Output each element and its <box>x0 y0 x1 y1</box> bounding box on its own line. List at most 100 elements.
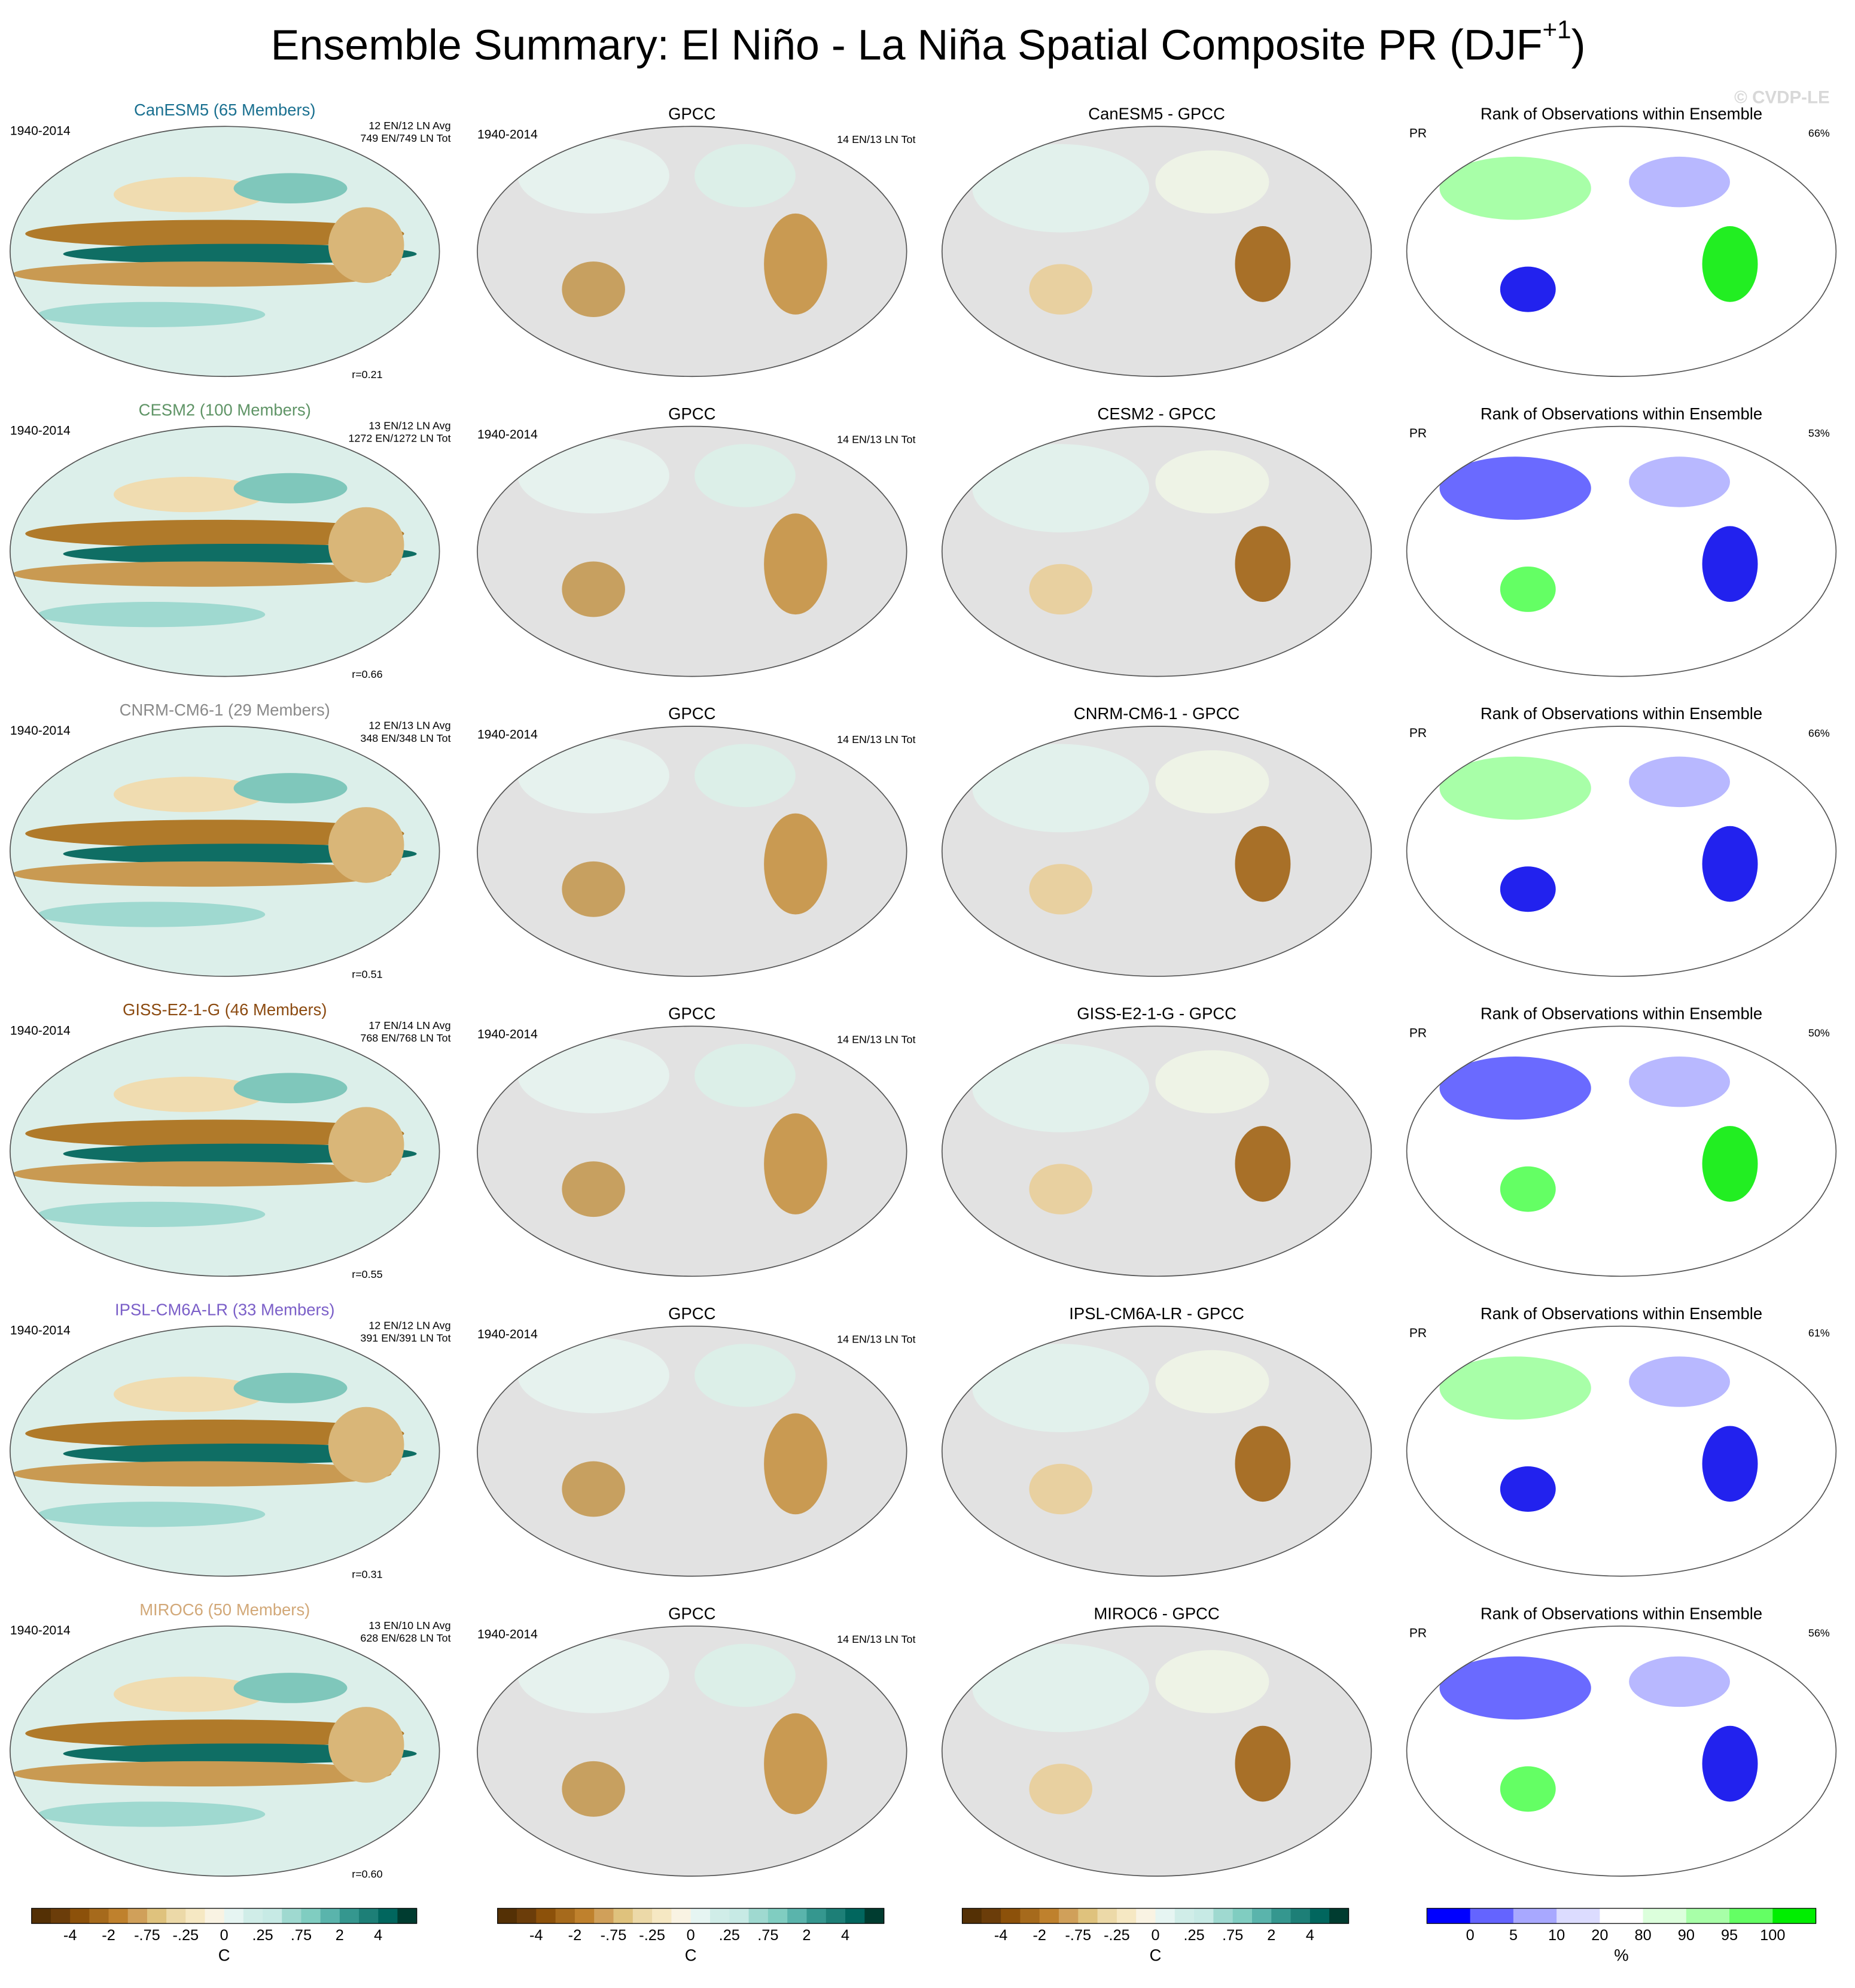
period: 1940-2014 <box>477 1328 538 1341</box>
member-counts: 17 EN/14 LN Avg <box>368 1019 450 1031</box>
map-shading <box>1702 1426 1758 1502</box>
map-shading <box>1702 226 1758 302</box>
diff-title: CESM2 - GPCC <box>1098 404 1216 423</box>
colorbar-swatch <box>555 1908 575 1924</box>
pattern-correlation: r=0.55 <box>352 1268 382 1280</box>
colorbar-label: .75 <box>1222 1927 1243 1944</box>
colorbar-swatch <box>1686 1908 1730 1924</box>
map-shading <box>328 1406 404 1483</box>
map-shading <box>972 144 1149 233</box>
colorbar-swatch <box>1155 1908 1175 1924</box>
map <box>942 1626 1372 1877</box>
colorbar-swatch <box>1059 1908 1079 1924</box>
obs-title: GPCC <box>668 704 715 723</box>
map <box>477 726 907 976</box>
period: 1940-2014 <box>10 424 71 438</box>
colorbar-swatch <box>671 1908 692 1924</box>
member-counts: 12 EN/13 LN Avg <box>368 720 450 732</box>
colorbar-swatch <box>729 1908 750 1924</box>
colorbar-label: -.25 <box>1104 1927 1130 1944</box>
map-shading <box>1702 526 1758 602</box>
colorbar-swatch <box>1729 1908 1773 1924</box>
map <box>1406 1026 1836 1277</box>
map <box>477 1626 907 1877</box>
pattern-correlation: r=0.60 <box>352 1868 382 1880</box>
obs-title: GPCC <box>668 1304 715 1323</box>
map-shading <box>764 1113 827 1214</box>
period: 1940-2014 <box>477 727 538 741</box>
map-shading <box>25 1719 404 1748</box>
rank-percent: 53% <box>1808 427 1830 439</box>
map-shading <box>113 1076 266 1112</box>
period: 1940-2014 <box>477 1028 538 1042</box>
member-counts: 768 EN/768 LN Tot <box>360 1032 450 1044</box>
colorbar-swatch <box>806 1908 827 1924</box>
map-outline <box>941 1625 1372 1877</box>
colorbar-frame <box>961 1908 1350 1924</box>
map-shading <box>1235 826 1291 902</box>
map-outline <box>477 425 907 677</box>
colorbar-swatch <box>962 1908 982 1924</box>
map-outline <box>477 1325 907 1577</box>
colorbar-swatch <box>1078 1908 1098 1924</box>
obs-counts: 14 EN/13 LN Tot <box>837 1633 915 1645</box>
map-shading <box>695 1344 796 1407</box>
map-shading <box>1500 1166 1556 1212</box>
period: 1940-2014 <box>10 1024 71 1037</box>
colorbar-label: -.75 <box>134 1927 160 1944</box>
rank-percent: 66% <box>1808 727 1830 739</box>
pattern-correlation: r=0.66 <box>352 668 382 680</box>
colorbar-swatch <box>594 1908 614 1924</box>
model-title: CanESM5 (65 Members) <box>134 101 315 119</box>
colorbar-label: .25 <box>719 1927 740 1944</box>
map-shading <box>1629 756 1731 808</box>
map-shading <box>113 176 266 212</box>
colorbar-label: -4 <box>529 1927 543 1944</box>
map-shading <box>113 477 266 513</box>
rank-percent: 61% <box>1808 1327 1830 1339</box>
rank-title: Rank of Observations within Ensemble <box>1481 1604 1762 1622</box>
colorbar-swatch <box>709 1908 730 1924</box>
map-shading <box>695 744 796 808</box>
map-shading <box>695 1043 796 1107</box>
colorbar-swatch <box>1116 1908 1137 1924</box>
map-shading <box>1155 450 1269 514</box>
colorbar-label: 0 <box>1151 1927 1159 1944</box>
map-shading <box>113 1377 266 1412</box>
colorbar-label: .25 <box>252 1927 273 1944</box>
map-shading <box>13 1161 392 1187</box>
colorbar-swatch <box>108 1908 129 1924</box>
colorbar-label: 0 <box>1466 1927 1475 1944</box>
obs-counts: 14 EN/13 LN Tot <box>837 133 915 145</box>
map-shading <box>1235 1725 1291 1802</box>
colorbar-label: -.75 <box>601 1927 627 1944</box>
map-shading <box>562 261 625 318</box>
colorbar-swatch <box>89 1908 109 1924</box>
map-shading <box>113 1676 266 1712</box>
map-shading <box>13 261 392 287</box>
map-shading <box>38 1801 266 1827</box>
map-shading <box>1155 1650 1269 1713</box>
colorbar-label: .75 <box>757 1927 778 1944</box>
colorbar-label: 90 <box>1678 1927 1695 1944</box>
rank-title: Rank of Observations within Ensemble <box>1481 404 1762 423</box>
rank-title: Rank of Observations within Ensemble <box>1481 1004 1762 1023</box>
colorbar-swatch <box>359 1908 379 1924</box>
rank-variable: PR <box>1409 427 1427 440</box>
colorbar-swatch <box>497 1908 517 1924</box>
map-shading <box>1629 456 1731 507</box>
map-shading <box>1500 266 1556 312</box>
colorbar-label: 2 <box>336 1927 344 1944</box>
map-shading <box>972 1043 1149 1132</box>
map-shading <box>517 138 669 214</box>
rank-percent: 56% <box>1808 1627 1830 1639</box>
map <box>477 1326 907 1576</box>
obs-title: GPCC <box>668 1604 715 1622</box>
map-shading <box>1439 756 1591 820</box>
colorbar-frame <box>497 1908 885 1924</box>
map-shading <box>1500 1466 1556 1512</box>
member-counts: 348 EN/348 LN Tot <box>360 732 450 744</box>
map-shading <box>13 861 392 887</box>
model-title: CESM2 (100 Members) <box>139 401 311 419</box>
map-shading <box>233 773 348 803</box>
